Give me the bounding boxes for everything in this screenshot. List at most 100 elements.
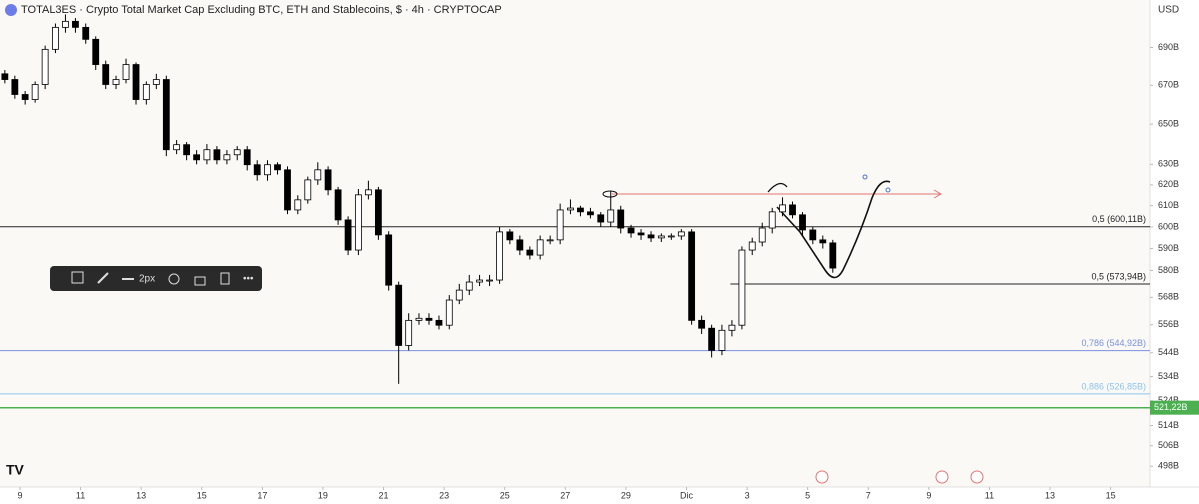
x-tick-label: Dic — [680, 490, 693, 500]
candle-body — [395, 284, 403, 346]
candle-body — [112, 79, 120, 85]
delete-button[interactable] — [220, 272, 230, 285]
x-tick-label: 25 — [500, 490, 510, 500]
x-tick-label: 15 — [1106, 490, 1116, 500]
candle-body — [496, 231, 503, 281]
x-tick-label: 3 — [745, 490, 750, 500]
y-tick-label: 650B — [1158, 119, 1179, 129]
candle-body — [607, 209, 615, 223]
candle-body — [465, 281, 473, 291]
template-button[interactable] — [71, 271, 84, 284]
candle-body — [31, 84, 39, 100]
candle-body — [748, 241, 756, 251]
candle-body — [213, 149, 221, 161]
candle-body — [21, 94, 29, 100]
y-tick-label: 556B — [1158, 319, 1179, 329]
drawing[interactable] — [776, 180, 891, 279]
candle-body — [758, 227, 766, 243]
candle-body — [374, 189, 382, 236]
y-tick-label: 534B — [1158, 371, 1179, 381]
candle-body — [688, 231, 696, 321]
line-width[interactable]: 2px — [139, 274, 155, 285]
last-price-label: 521,22B — [1154, 402, 1188, 412]
candle-body — [304, 179, 312, 201]
x-tick-label: 23 — [439, 490, 449, 500]
settings-button[interactable] — [168, 273, 180, 285]
x-tick-label: 27 — [560, 490, 570, 500]
candle-body — [556, 209, 564, 241]
event-icon[interactable] — [970, 470, 984, 484]
x-tick-label: 11 — [985, 490, 994, 500]
candle-body — [435, 319, 443, 326]
candle-body — [577, 207, 584, 213]
currency[interactable]: USD — [1158, 5, 1179, 16]
y-tick-label: 506B — [1158, 440, 1179, 450]
drawing[interactable] — [767, 182, 788, 193]
candle-body — [779, 204, 786, 213]
y-tick-label: 498B — [1158, 461, 1179, 471]
candle-body — [223, 154, 231, 161]
candle-body — [253, 164, 261, 176]
pencil-button[interactable] — [97, 272, 109, 284]
candle-body — [344, 219, 352, 251]
chart-title: TOTAL3ES · Crypto Total Market Cap Exclu… — [21, 4, 502, 16]
candle-body — [284, 169, 291, 211]
candle-body — [385, 234, 393, 286]
x-tick-label: 19 — [318, 490, 328, 500]
candle-body — [718, 329, 726, 351]
lock-button[interactable] — [194, 276, 206, 286]
y-tick-label: 670B — [1158, 80, 1179, 90]
candle-body — [314, 169, 322, 181]
more-button[interactable]: ••• — [243, 274, 254, 285]
candle-body — [789, 204, 796, 216]
event-icon[interactable] — [815, 470, 829, 484]
candle-body — [819, 239, 827, 244]
candle-body — [587, 211, 594, 216]
candle-body — [132, 64, 140, 100]
fib-label: 0,786 (544,92B) — [1081, 338, 1146, 348]
x-tick-label: 29 — [621, 490, 631, 500]
candle-body — [243, 149, 251, 166]
handle[interactable] — [862, 174, 868, 180]
candle-body — [92, 38, 100, 65]
candle-body — [536, 239, 544, 256]
candle-body — [738, 249, 746, 326]
candle-body — [62, 20, 69, 28]
candle-body — [72, 20, 79, 28]
drawing[interactable] — [602, 190, 618, 198]
x-tick-label: 5 — [805, 490, 810, 500]
symbol-icon[interactable] — [5, 4, 17, 16]
candle-body — [11, 79, 19, 95]
candle-body — [667, 235, 675, 238]
candle-body — [294, 199, 302, 211]
x-tick-label: 17 — [257, 490, 267, 500]
event-icon[interactable] — [935, 470, 949, 484]
y-tick-label: 544B — [1158, 347, 1179, 357]
drawing-toolbar — [50, 266, 262, 291]
candle-body — [627, 227, 635, 234]
candle-body — [516, 239, 524, 251]
y-tick-label: 620B — [1158, 179, 1179, 189]
candle-body — [809, 229, 817, 241]
y-tick-label: 524B — [1158, 395, 1179, 405]
candle-body — [637, 232, 645, 236]
x-tick-label: 21 — [379, 490, 389, 500]
candle-body — [405, 319, 413, 346]
candle-body — [677, 231, 685, 237]
drawing-arrow-head[interactable] — [933, 189, 943, 199]
fib-label: 0,5 (600,11B) — [1092, 214, 1146, 224]
time-axis — [0, 487, 1199, 504]
candle-body — [415, 317, 423, 321]
candle-body — [52, 26, 59, 50]
candle-body — [698, 319, 706, 329]
candle-body — [152, 79, 160, 85]
candle-body — [445, 299, 453, 326]
candle-body — [526, 249, 534, 256]
logo[interactable]: TV — [6, 462, 25, 478]
handle[interactable] — [885, 187, 891, 193]
x-tick-label: 7 — [866, 490, 871, 500]
candle-body — [364, 189, 372, 196]
candle-body — [264, 164, 271, 176]
candle-body — [102, 64, 110, 85]
